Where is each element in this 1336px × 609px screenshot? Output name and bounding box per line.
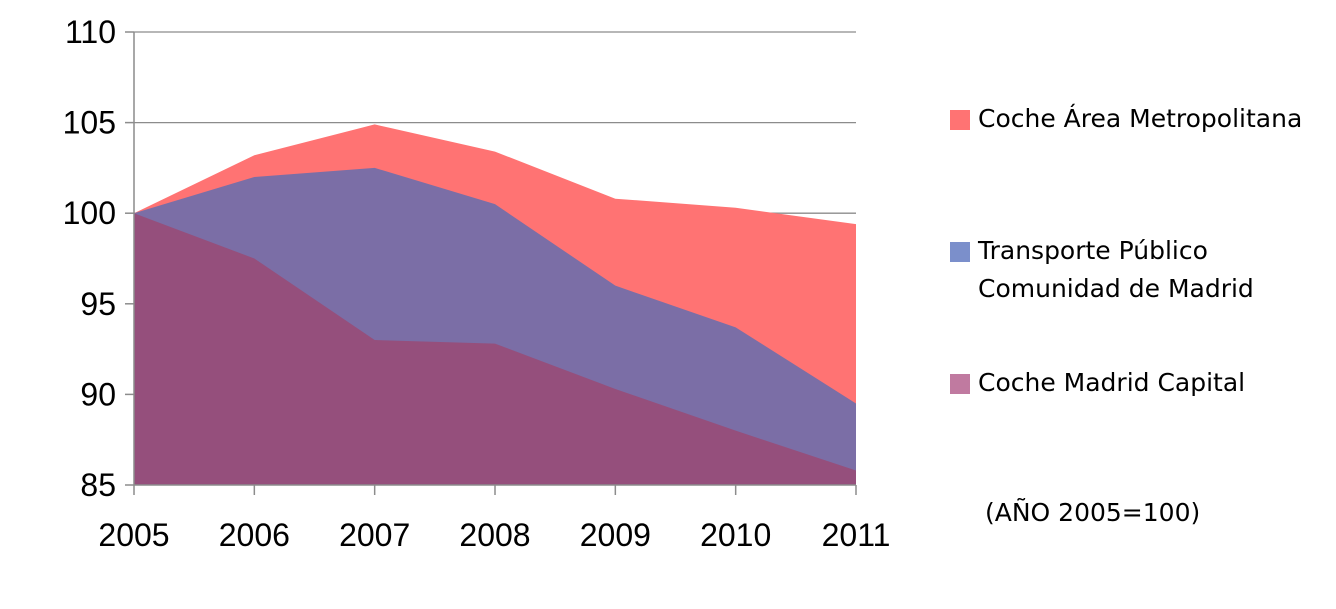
- y-tick-label-90: 90: [80, 376, 116, 412]
- x-tick-label-2006: 2006: [219, 517, 290, 553]
- axes: [125, 31, 857, 495]
- x-tick-label-2005: 2005: [98, 517, 169, 553]
- x-tick-labels: 2005 2006 2007 2008 2009 2010 2011: [98, 517, 890, 553]
- x-tick-label-2007: 2007: [339, 517, 410, 553]
- x-tick-label-2011: 2011: [822, 517, 891, 553]
- x-tick-label-2010: 2010: [700, 517, 771, 553]
- legend-item-coche-madrid-capital: Coche Madrid Capital: [950, 364, 1245, 402]
- base-year-note: (AÑO 2005=100): [985, 498, 1201, 527]
- legend-swatch-coche-area-metropolitana: [950, 110, 970, 130]
- y-tick-label-100: 100: [63, 195, 116, 231]
- y-tick-label-110: 110: [65, 14, 116, 50]
- legend-label: Coche Madrid Capital: [978, 368, 1246, 397]
- x-tick-label-2008: 2008: [459, 517, 530, 553]
- series-area-2: [134, 213, 856, 485]
- legend-swatch-transporte-publico: [950, 242, 970, 262]
- legend-label: Transporte Público Comunidad de Madrid: [978, 236, 1254, 303]
- y-tick-label-95: 95: [80, 286, 116, 322]
- x-tick-label-2009: 2009: [580, 517, 651, 553]
- y-tick-label-105: 105: [63, 105, 116, 141]
- series-areas: [134, 124, 856, 486]
- legend-label: Coche Área Metropolitana: [978, 104, 1303, 133]
- legend-swatch-coche-madrid-capital: [950, 374, 970, 394]
- y-tick-label-85: 85: [80, 467, 116, 503]
- legend-item-transporte-publico: Transporte Público Comunidad de Madrid: [950, 232, 1254, 308]
- y-tick-labels: 85 90 95 100 105 110: [63, 14, 116, 503]
- legend-item-coche-area-metropolitana: Coche Área Metropolitana: [950, 100, 1302, 138]
